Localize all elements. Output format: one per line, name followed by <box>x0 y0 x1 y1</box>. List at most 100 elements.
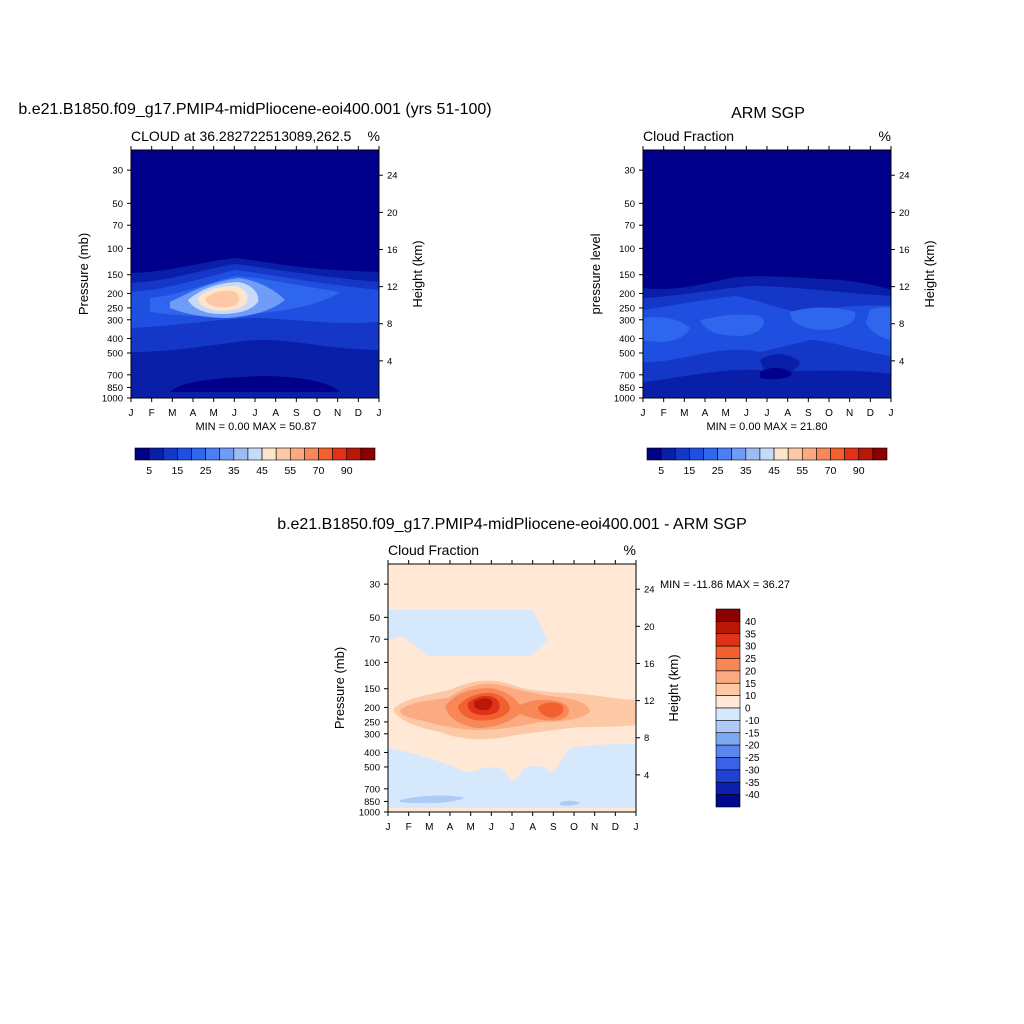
y-tick-label: 500 <box>619 348 635 359</box>
x-tick-label: M <box>466 822 474 833</box>
colorbar-box <box>703 447 718 461</box>
colorbar-label: 55 <box>284 465 296 477</box>
y-tick-label: 70 <box>369 635 380 646</box>
y2-tick-label: 24 <box>387 171 398 182</box>
y-tick-label: 150 <box>364 684 380 695</box>
y-tick-label: 850 <box>619 383 635 394</box>
y-tick-label: 850 <box>364 797 380 808</box>
colorbar-label: 10 <box>745 691 757 702</box>
colorbar-box <box>816 447 831 461</box>
colorbar-label: 25 <box>745 654 757 665</box>
colorbar-label: 35 <box>740 465 752 477</box>
colorbar-box <box>715 707 741 721</box>
y-tick-label: 70 <box>112 221 123 232</box>
y-tick-label: 1000 <box>359 808 380 819</box>
y-tick-label: 50 <box>112 199 123 210</box>
colorbar-box <box>275 447 291 461</box>
x-tick-label: S <box>293 408 300 419</box>
colorbar-box <box>717 447 733 461</box>
x-tick-label: J <box>253 408 258 419</box>
y2-tick-label: 12 <box>644 696 655 707</box>
colorbar-box <box>858 447 874 461</box>
y2-tick-label: 8 <box>644 733 649 744</box>
colorbar-box <box>360 447 376 461</box>
model-max-core <box>205 290 240 308</box>
colorbar-box <box>289 447 305 461</box>
colorbar-label: 90 <box>853 465 865 477</box>
diff-negative-lower <box>388 744 636 808</box>
colorbar-label: -25 <box>745 753 760 764</box>
colorbar-label: -40 <box>745 790 760 801</box>
model-subtitle-left: CLOUD at 36.282722513089,262.5 <box>131 128 351 144</box>
colorbar-box <box>646 447 662 461</box>
colorbar-label: 30 <box>745 642 757 653</box>
colorbar-box <box>830 447 845 461</box>
colorbar-box <box>233 447 249 461</box>
colorbar-label: 90 <box>341 465 353 477</box>
x-tick-label: S <box>805 408 812 419</box>
colorbar-label: -35 <box>745 778 760 789</box>
colorbar-box <box>219 447 235 461</box>
diff-negative-lower-2 <box>400 795 465 804</box>
colorbar-box <box>801 447 817 461</box>
x-tick-label: M <box>680 408 688 419</box>
x-tick-label: A <box>529 822 536 833</box>
y-tick-label: 30 <box>369 580 380 591</box>
x-tick-label: J <box>744 408 749 419</box>
colorbar-label: 15 <box>172 465 184 477</box>
obs-layer-4c <box>700 314 764 336</box>
diff-pos-35 <box>474 698 493 711</box>
x-tick-label: M <box>425 822 433 833</box>
y2-tick-label: 16 <box>387 245 398 256</box>
y2-tick-label: 20 <box>899 208 910 219</box>
model-minmax: MIN = 0.00 MAX = 50.87 <box>195 421 316 433</box>
y-tick-label: 700 <box>364 784 380 795</box>
y-tick-label: 150 <box>107 270 123 281</box>
colorbar-box <box>715 621 741 635</box>
colorbar-label: 40 <box>745 617 757 628</box>
x-tick-label: O <box>825 408 833 419</box>
colorbar-box <box>759 447 775 461</box>
y-tick-label: 400 <box>107 334 123 345</box>
obs-ylabel: pressure level <box>588 233 603 314</box>
y2-tick-label: 4 <box>899 356 904 367</box>
y-tick-label: 30 <box>624 166 635 177</box>
colorbar-box <box>191 447 206 461</box>
y2-tick-label: 20 <box>387 208 398 219</box>
model-ylabel: Pressure (mb) <box>76 233 91 315</box>
colorbar-box <box>715 757 741 771</box>
colorbar-label: 55 <box>796 465 808 477</box>
model-colorbar: 5 15 25 35 45 55 70 90 <box>134 447 376 477</box>
colorbar-box <box>162 447 178 461</box>
colorbar-box <box>304 447 319 461</box>
colorbar-box <box>177 447 192 461</box>
x-tick-label: J <box>377 408 382 419</box>
colorbar-box <box>787 447 803 461</box>
colorbar-label: -30 <box>745 765 760 776</box>
colorbar-box <box>205 447 221 461</box>
x-tick-label: O <box>313 408 321 419</box>
colorbar-box <box>332 447 348 461</box>
diff-subtitle-left: Cloud Fraction <box>388 542 479 558</box>
x-tick-label: A <box>447 822 454 833</box>
colorbar-box <box>773 447 789 461</box>
colorbar-label: 20 <box>745 666 757 677</box>
colorbar-label: 35 <box>745 629 757 640</box>
y-tick-label: 200 <box>107 289 123 300</box>
x-tick-label: A <box>784 408 791 419</box>
y-tick-label: 700 <box>619 370 635 381</box>
colorbar-box <box>689 447 704 461</box>
colorbar-label: 25 <box>712 465 724 477</box>
obs-layer-4 <box>643 317 690 342</box>
colorbar-box <box>715 645 741 659</box>
colorbar-box <box>715 695 741 709</box>
diff-panel: b.e21.B1850.f09_g17.PMIP4-midPliocene-eo… <box>277 516 790 833</box>
colorbar-box <box>872 447 888 461</box>
colorbar-box <box>715 720 741 734</box>
obs-panel: ARM SGP Cloud Fraction % J F M A M J J A S O N D J 30… <box>588 105 937 477</box>
y2-tick-label: 16 <box>899 245 910 256</box>
